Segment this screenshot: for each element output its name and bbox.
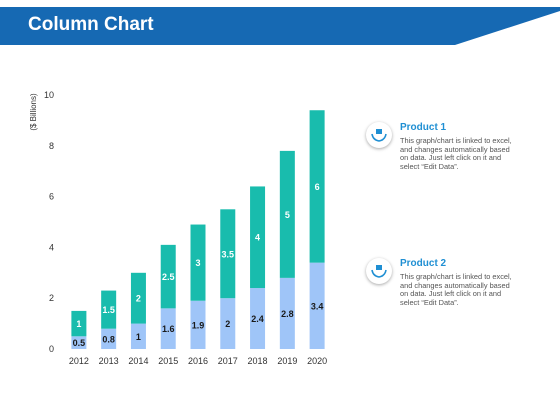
data-label: 2 — [136, 294, 141, 304]
x-tick-label: 2016 — [188, 356, 208, 366]
data-label: 2.8 — [281, 309, 294, 319]
x-tick-label: 2020 — [307, 356, 327, 366]
bar-product-2 — [220, 298, 236, 349]
data-label: 2.5 — [162, 272, 175, 282]
legend-description: This graph/chart is linked to excel, and… — [400, 136, 512, 172]
header-bar: Column Chart — [0, 7, 560, 45]
data-label: 0.5 — [73, 338, 86, 348]
bar-product-2 — [101, 328, 117, 349]
bar-product-2 — [279, 277, 295, 349]
bar-product-1 — [279, 150, 295, 278]
bar-product-1 — [309, 110, 325, 263]
data-label: 1 — [136, 332, 141, 342]
bar-product-2 — [71, 336, 87, 349]
x-tick-label: 2012 — [69, 356, 89, 366]
y-tick-label: 8 — [49, 141, 54, 151]
x-tick-label: 2019 — [277, 356, 297, 366]
data-label: 2.4 — [251, 314, 264, 324]
data-label: 3.5 — [222, 249, 235, 259]
page-title: Column Chart — [28, 14, 154, 35]
data-label: 1.9 — [192, 320, 205, 330]
bar-product-2 — [309, 262, 325, 349]
data-label: 1 — [76, 319, 81, 329]
data-label: 3 — [195, 258, 200, 268]
data-label: 5 — [285, 210, 290, 220]
y-tick-label: 6 — [49, 192, 54, 202]
legend-title: Product 1 — [400, 122, 447, 133]
x-tick-label: 2015 — [158, 356, 178, 366]
x-tick-label: 2018 — [248, 356, 268, 366]
bar-product-1 — [71, 310, 87, 337]
bar-product-2 — [160, 308, 176, 349]
x-tick-label: 2013 — [99, 356, 119, 366]
y-axis-label: ($ Billions) — [29, 93, 38, 131]
y-tick-label: 10 — [44, 90, 54, 100]
bar-product-1 — [220, 209, 236, 299]
legend-description: This graph/chart is linked to excel, and… — [400, 272, 512, 308]
hands-holding-box-icon — [366, 258, 392, 284]
header-decoration — [455, 11, 560, 45]
y-tick-label: 0 — [49, 344, 54, 354]
x-tick-label: 2017 — [218, 356, 238, 366]
data-label: 1.5 — [102, 305, 115, 315]
legend-title: Product 2 — [400, 258, 447, 269]
data-label: 0.8 — [102, 334, 115, 344]
bar-product-1 — [190, 224, 206, 301]
y-tick-label: 2 — [49, 293, 54, 303]
data-label: 6 — [315, 182, 320, 192]
y-tick-label: 4 — [49, 242, 54, 252]
bar-product-2 — [130, 323, 146, 349]
bar-product-1 — [250, 186, 266, 289]
bar-product-1 — [130, 272, 146, 324]
data-label: 4 — [255, 233, 260, 243]
hands-holding-box-icon — [366, 122, 392, 148]
bar-product-1 — [160, 244, 176, 309]
bar-product-2 — [190, 300, 206, 349]
data-label: 3.4 — [311, 301, 324, 311]
x-tick-label: 2014 — [128, 356, 148, 366]
data-label: 2 — [225, 319, 230, 329]
bar-product-1 — [101, 290, 117, 329]
bar-product-2 — [250, 288, 266, 349]
data-label: 1.6 — [162, 324, 175, 334]
